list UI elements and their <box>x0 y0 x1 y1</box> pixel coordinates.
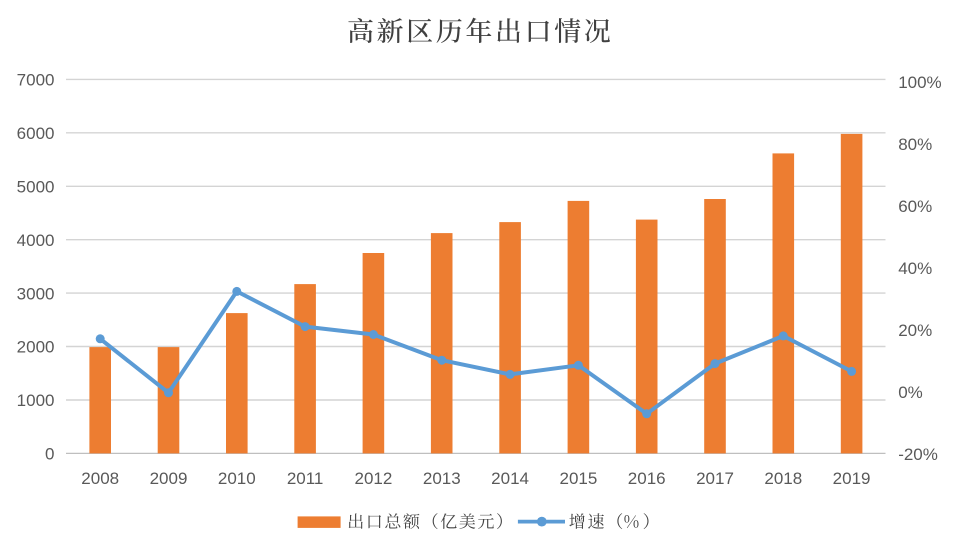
svg-text:2015: 2015 <box>559 469 597 488</box>
svg-text:2016: 2016 <box>628 469 666 488</box>
svg-text:2012: 2012 <box>354 469 392 488</box>
svg-text:2017: 2017 <box>696 469 734 488</box>
svg-text:4000: 4000 <box>17 231 55 250</box>
svg-text:2000: 2000 <box>17 338 55 357</box>
svg-text:-20%: -20% <box>898 445 938 464</box>
svg-text:2010: 2010 <box>218 469 256 488</box>
svg-text:2014: 2014 <box>491 469 529 488</box>
svg-text:2011: 2011 <box>287 469 324 488</box>
svg-text:7000: 7000 <box>17 71 55 90</box>
svg-text:0%: 0% <box>898 383 923 402</box>
svg-text:0: 0 <box>45 445 54 464</box>
svg-text:2008: 2008 <box>81 469 119 488</box>
svg-text:40%: 40% <box>898 259 932 278</box>
svg-text:2018: 2018 <box>764 469 802 488</box>
svg-text:20%: 20% <box>898 321 932 340</box>
svg-text:60%: 60% <box>898 197 932 216</box>
svg-text:5000: 5000 <box>17 178 55 197</box>
svg-text:2019: 2019 <box>833 469 871 488</box>
svg-text:80%: 80% <box>898 135 932 154</box>
svg-text:2009: 2009 <box>150 469 188 488</box>
svg-text:3000: 3000 <box>17 284 55 303</box>
svg-text:100%: 100% <box>898 73 941 92</box>
svg-text:2013: 2013 <box>423 469 461 488</box>
svg-text:6000: 6000 <box>17 124 55 143</box>
svg-text:1000: 1000 <box>17 391 55 410</box>
